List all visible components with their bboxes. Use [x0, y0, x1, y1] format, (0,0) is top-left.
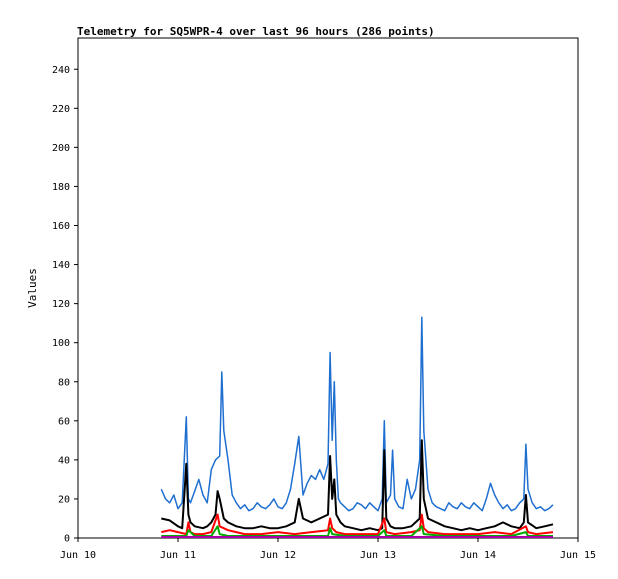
y-axis-label: Values — [26, 268, 39, 308]
series-line-2 — [161, 439, 554, 532]
x-tick-label: Jun 14 — [460, 550, 496, 561]
x-tick-label: Jun 15 — [560, 550, 596, 561]
y-tick-label: 140 — [52, 260, 70, 271]
y-tick-label: 200 — [52, 143, 70, 154]
chart-title: Telemetry for SQ5WPR-4 over last 96 hour… — [77, 25, 435, 38]
y-tick-label: 60 — [58, 416, 70, 427]
y-tick-label: 160 — [52, 221, 70, 232]
x-tick-label: Jun 10 — [60, 550, 96, 561]
y-tick-label: 80 — [58, 377, 70, 388]
series-group — [160, 316, 554, 538]
y-tick-label: 100 — [52, 338, 70, 349]
y-tick-label: 180 — [52, 182, 70, 193]
y-tick-label: 0 — [64, 534, 70, 545]
y-tick-label: 20 — [58, 494, 70, 505]
y-tick-label: 220 — [52, 104, 70, 115]
y-tick-label: 40 — [58, 455, 70, 466]
x-tick-label: Jun 11 — [160, 550, 196, 561]
y-axis: 0 20 40 60 80 100 120 140 160 180 200 220 240 — [52, 65, 78, 545]
x-axis: Jun 10 Jun 11 Jun 12 Jun 13 Jun 14 Jun 15 — [60, 538, 596, 561]
series-line-3 — [161, 513, 554, 536]
x-tick-label: Jun 13 — [360, 550, 396, 561]
y-tick-label: 120 — [52, 299, 70, 310]
y-tick-label: 240 — [52, 65, 70, 76]
x-tick-label: Jun 12 — [260, 550, 296, 561]
series-line-1 — [160, 316, 554, 512]
